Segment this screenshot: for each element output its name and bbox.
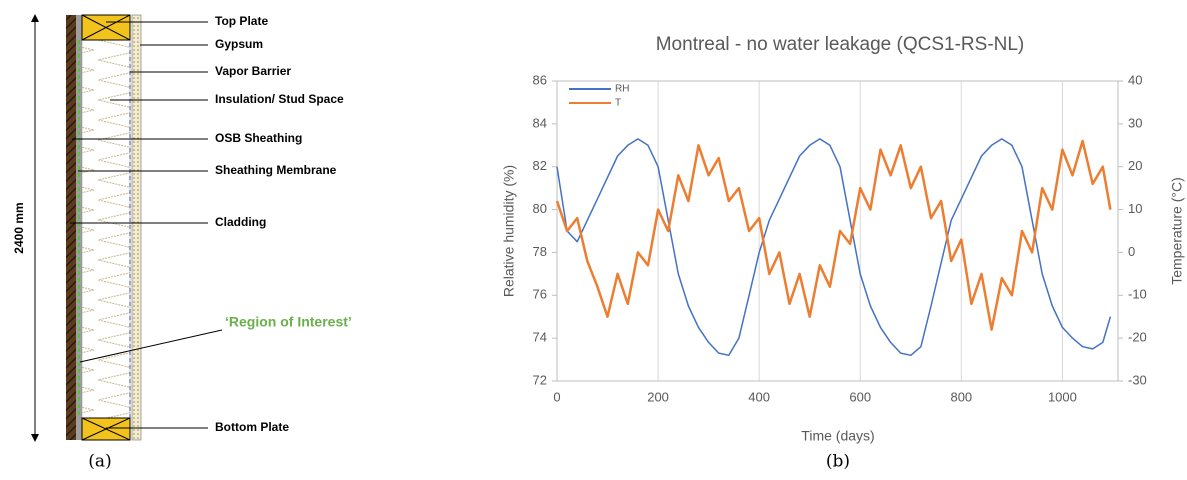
y-tick-label: 74: [533, 330, 547, 345]
caption: (a): [88, 452, 111, 472]
series-line: [556, 138, 1112, 357]
layer-label: Bottom Plate: [215, 420, 289, 434]
insulation: [81, 39, 131, 419]
legend-label: RH: [615, 84, 629, 95]
cladding: [66, 15, 76, 440]
leader-lines: [70, 21, 223, 429]
osb-sheathing: [76, 15, 82, 440]
y-tick-label: 76: [533, 287, 547, 302]
layer-label: OSB Sheathing: [215, 131, 302, 145]
wall-diagram: 2400 mm Top Plate Gypsum Vapor Barrier I…: [12, 14, 352, 442]
y-tick-label: 84: [533, 115, 547, 130]
y2-tick-label: 10: [1128, 201, 1142, 216]
gypsum: [131, 14, 142, 441]
x-tick-label: 800: [950, 389, 972, 404]
region-label: ‘Region of Interest’: [225, 314, 352, 330]
x-tick-label: 200: [647, 389, 669, 404]
layer-label: Cladding: [215, 215, 266, 229]
y2-tick-label: 30: [1128, 115, 1142, 130]
y-axis-label: Relative humidity (%): [501, 165, 517, 297]
y2-axis-label: Temperature (°C): [1169, 177, 1185, 285]
layer-label: Insulation/ Stud Space: [215, 92, 344, 106]
layer-label: Vapor Barrier: [215, 64, 291, 78]
layer-label: Sheathing Membrane: [215, 163, 337, 177]
x-tick-label: 600: [849, 389, 871, 404]
y-tick-label: 72: [533, 372, 547, 387]
y2-tick-label: 20: [1128, 158, 1142, 173]
y2-tick-label: 40: [1128, 72, 1142, 87]
y-tick-label: 80: [533, 201, 547, 216]
y-tick-label: 78: [533, 244, 547, 259]
y2-tick-label: -10: [1128, 287, 1147, 302]
y-tick-label: 82: [533, 158, 547, 173]
y2-tick-label: 0: [1128, 244, 1135, 259]
dimension-label: 2400 mm: [12, 202, 26, 253]
y2-tick-label: -30: [1128, 372, 1147, 387]
x-tick-label: 1000: [1048, 389, 1077, 404]
x-axis-label: Time (days): [801, 428, 874, 444]
x-tick-label: 0: [553, 389, 560, 404]
chart-title: Montreal - no water leakage (QCS1-RS-NL): [656, 34, 1025, 55]
caption: (b): [826, 452, 850, 472]
x-tick-label: 400: [748, 389, 770, 404]
y-tick-label: 86: [533, 72, 547, 87]
layer-label: Gypsum: [215, 37, 263, 51]
plot-frame: [556, 80, 1119, 382]
legend-label: T: [615, 98, 621, 109]
bottom-plate: [81, 417, 131, 441]
layer-label: Top Plate: [215, 14, 268, 28]
series-line: [555, 139, 1112, 331]
y2-tick-label: -20: [1128, 330, 1147, 345]
top-plate: [81, 14, 131, 41]
